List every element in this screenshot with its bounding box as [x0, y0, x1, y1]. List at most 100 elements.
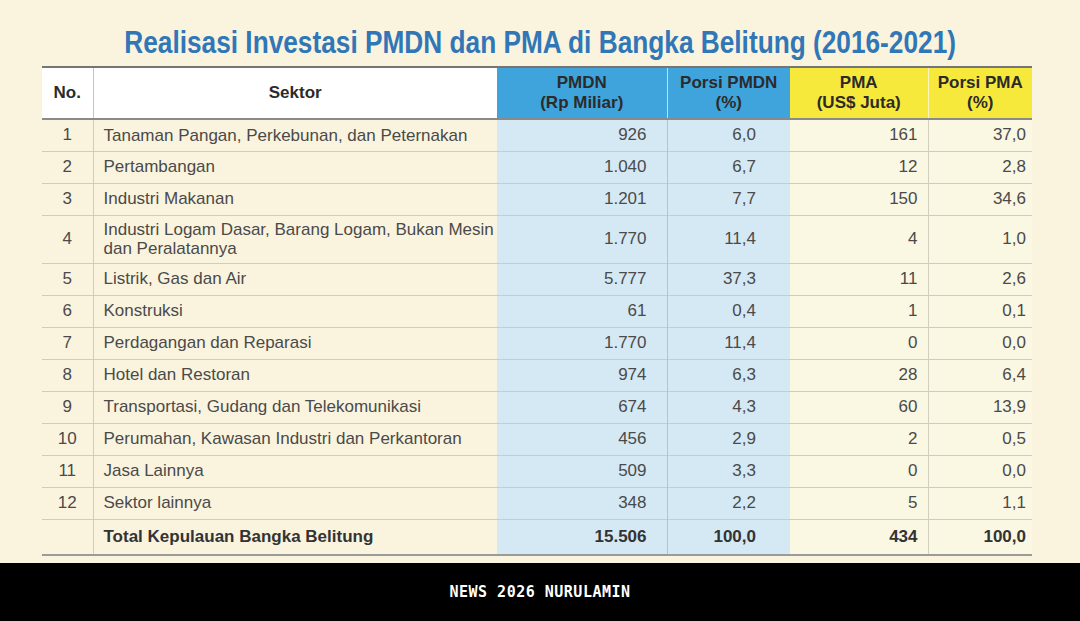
- row-porsi-pma: 0,0: [928, 327, 1032, 359]
- page-title: Realisasi Investasi PMDN dan PMA di Bang…: [0, 24, 1080, 61]
- col-header-pmdn-sub: (Rp Miliar): [497, 93, 667, 113]
- row-sektor: Hotel dan Restoran: [93, 359, 497, 391]
- row-pma: 28: [790, 359, 928, 391]
- row-pmdn: 926: [497, 119, 667, 151]
- col-header-pma-label: PMA: [790, 73, 928, 93]
- row-no: 5: [42, 263, 93, 295]
- row-sektor: Industri Makanan: [93, 183, 497, 215]
- row-pmdn: 61: [497, 295, 667, 327]
- row-porsi-pma: 0,5: [928, 423, 1032, 455]
- total-no: [42, 519, 93, 555]
- row-sektor: Pertambangan: [93, 151, 497, 183]
- header-row: No. Sektor PMDN(Rp Miliar) Porsi PMDN(%)…: [42, 67, 1032, 119]
- total-label: Total Kepulauan Bangka Belitung: [93, 519, 497, 555]
- table-row: 12 Sektor lainnya 348 2,2 5 1,1: [42, 487, 1032, 519]
- total-pmdn: 15.506: [497, 519, 667, 555]
- row-pma: 12: [790, 151, 928, 183]
- row-porsi-pmdn: 3,3: [667, 455, 790, 487]
- row-porsi-pmdn: 2,9: [667, 423, 790, 455]
- row-pma: 0: [790, 455, 928, 487]
- row-pma: 1: [790, 295, 928, 327]
- row-no: 1: [42, 119, 93, 151]
- row-porsi-pma: 37,0: [928, 119, 1032, 151]
- row-no: 2: [42, 151, 93, 183]
- row-porsi-pmdn: 6,3: [667, 359, 790, 391]
- row-no: 8: [42, 359, 93, 391]
- row-pmdn: 456: [497, 423, 667, 455]
- row-porsi-pma: 2,8: [928, 151, 1032, 183]
- col-header-pma: PMA(US$ Juta): [790, 67, 928, 119]
- row-porsi-pma: 1,0: [928, 215, 1032, 263]
- row-sektor: Transportasi, Gudang dan Telekomunikasi: [93, 391, 497, 423]
- row-pmdn: 5.777: [497, 263, 667, 295]
- col-header-pmdn-label: PMDN: [497, 73, 667, 93]
- table-row: 2 Pertambangan 1.040 6,7 12 2,8: [42, 151, 1032, 183]
- table-row: 7 Perdagangan dan Reparasi 1.770 11,4 0 …: [42, 327, 1032, 359]
- row-porsi-pma: 2,6: [928, 263, 1032, 295]
- row-no: 7: [42, 327, 93, 359]
- col-header-porsi-pma-sub: (%): [929, 93, 1033, 113]
- row-no: 10: [42, 423, 93, 455]
- col-header-pma-sub: (US$ Juta): [790, 93, 928, 113]
- row-porsi-pma: 6,4: [928, 359, 1032, 391]
- row-porsi-pmdn: 0,4: [667, 295, 790, 327]
- row-porsi-pmdn: 4,3: [667, 391, 790, 423]
- row-pmdn: 1.770: [497, 327, 667, 359]
- row-porsi-pma: 13,9: [928, 391, 1032, 423]
- row-sektor: Tanaman Pangan, Perkebunan, dan Peternak…: [93, 119, 497, 151]
- row-pmdn: 974: [497, 359, 667, 391]
- row-no: 12: [42, 487, 93, 519]
- row-no: 3: [42, 183, 93, 215]
- row-sektor: Perdagangan dan Reparasi: [93, 327, 497, 359]
- row-pma: 0: [790, 327, 928, 359]
- row-porsi-pma: 34,6: [928, 183, 1032, 215]
- row-porsi-pma: 1,1: [928, 487, 1032, 519]
- table-row: 9 Transportasi, Gudang dan Telekomunikas…: [42, 391, 1032, 423]
- row-no: 11: [42, 455, 93, 487]
- total-porsi-pma: 100,0: [928, 519, 1032, 555]
- row-pma: 5: [790, 487, 928, 519]
- table-row: 4 Industri Logam Dasar, Barang Logam, Bu…: [42, 215, 1032, 263]
- row-sektor: Industri Logam Dasar, Barang Logam, Buka…: [93, 215, 497, 263]
- row-porsi-pmdn: 11,4: [667, 215, 790, 263]
- col-header-porsi-pma-label: Porsi PMA: [929, 73, 1033, 93]
- col-header-porsi-pmdn: Porsi PMDN(%): [667, 67, 790, 119]
- row-no: 4: [42, 215, 93, 263]
- total-pma: 434: [790, 519, 928, 555]
- col-header-porsi-pmdn-label: Porsi PMDN: [668, 73, 791, 93]
- footer-bar: NEWS 2026 NURULAMIN: [0, 563, 1080, 621]
- row-pma: 60: [790, 391, 928, 423]
- row-porsi-pma: 0,1: [928, 295, 1032, 327]
- row-porsi-pmdn: 37,3: [667, 263, 790, 295]
- row-no: 6: [42, 295, 93, 327]
- row-porsi-pmdn: 11,4: [667, 327, 790, 359]
- row-sektor: Listrik, Gas dan Air: [93, 263, 497, 295]
- total-row: Total Kepulauan Bangka Belitung 15.506 1…: [42, 519, 1032, 555]
- page-title-text: Realisasi Investasi PMDN dan PMA di Bang…: [124, 24, 956, 61]
- table-row: 5 Listrik, Gas dan Air 5.777 37,3 11 2,6: [42, 263, 1032, 295]
- table-row: 11 Jasa Lainnya 509 3,3 0 0,0: [42, 455, 1032, 487]
- row-porsi-pmdn: 6,7: [667, 151, 790, 183]
- row-pma: 4: [790, 215, 928, 263]
- col-header-pmdn: PMDN(Rp Miliar): [497, 67, 667, 119]
- row-sektor: Jasa Lainnya: [93, 455, 497, 487]
- row-pmdn: 348: [497, 487, 667, 519]
- table-row: 8 Hotel dan Restoran 974 6,3 28 6,4: [42, 359, 1032, 391]
- row-pmdn: 509: [497, 455, 667, 487]
- row-pma: 150: [790, 183, 928, 215]
- row-pma: 11: [790, 263, 928, 295]
- table-row: 3 Industri Makanan 1.201 7,7 150 34,6: [42, 183, 1032, 215]
- row-pmdn: 674: [497, 391, 667, 423]
- row-porsi-pmdn: 6,0: [667, 119, 790, 151]
- row-porsi-pma: 0,0: [928, 455, 1032, 487]
- footer-text: NEWS 2026 NURULAMIN: [449, 583, 630, 601]
- investment-table: No. Sektor PMDN(Rp Miliar) Porsi PMDN(%)…: [42, 66, 1032, 556]
- table-row: 6 Konstruksi 61 0,4 1 0,1: [42, 295, 1032, 327]
- col-header-porsi-pma: Porsi PMA(%): [928, 67, 1032, 119]
- row-porsi-pmdn: 7,7: [667, 183, 790, 215]
- row-pmdn: 1.040: [497, 151, 667, 183]
- col-header-no: No.: [42, 67, 93, 119]
- row-sektor: Perumahan, Kawasan Industri dan Perkanto…: [93, 423, 497, 455]
- col-header-sektor: Sektor: [93, 67, 497, 119]
- row-porsi-pmdn: 2,2: [667, 487, 790, 519]
